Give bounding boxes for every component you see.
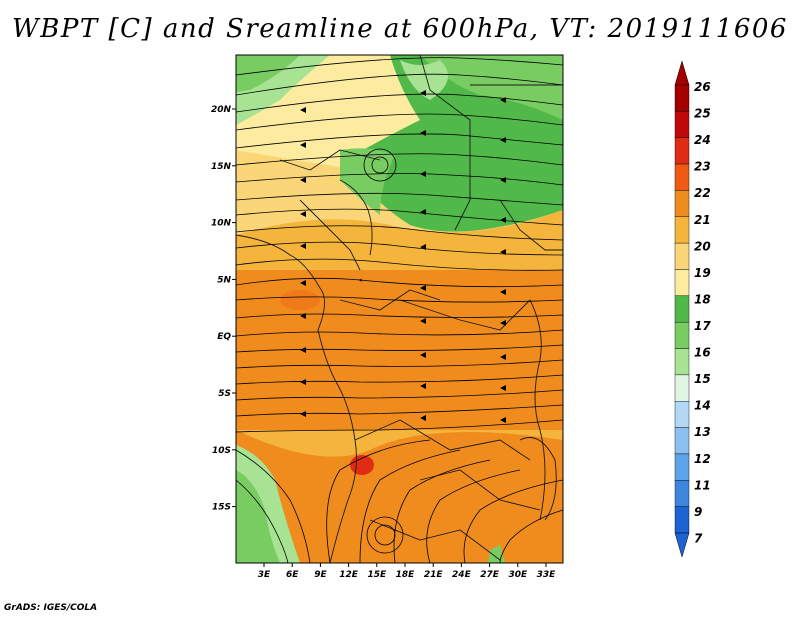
colorbar-label: 14 xyxy=(694,399,711,413)
colorbar: 26 25 24 23 22 21 20 19 18 17 16 15 14 13 12 11 9 7 xyxy=(674,60,711,558)
coastlines xyxy=(236,55,563,563)
streamline-arrows xyxy=(300,90,506,423)
lat-tick-label: 5N xyxy=(217,275,231,285)
lat-tick-label: 15S xyxy=(212,503,231,513)
lat-tick-label: 20N xyxy=(211,105,232,115)
colorbar-swatch xyxy=(674,242,690,270)
lat-tick-label: 5S xyxy=(218,389,231,399)
lon-tick-label: 30E xyxy=(508,570,528,580)
colorbar-swatch xyxy=(674,84,690,112)
longitude-axis: 3E 6E 9E 12E 15E 18E 21E 24E 27E 30E 33E xyxy=(258,563,556,580)
lat-tick-label: 15N xyxy=(211,162,232,172)
colorbar-label: 12 xyxy=(694,452,711,466)
colorbar-swatch xyxy=(674,427,690,455)
chart-title: WBPT [C] and Sreamline at 600hPa, VT: 20… xyxy=(12,14,788,44)
colorbar-swatch xyxy=(674,269,690,297)
lat-tick-label: 10N xyxy=(211,219,232,229)
lat-tick-label: EQ xyxy=(217,332,231,342)
lon-tick-label: 6E xyxy=(286,570,299,580)
colorbar-label: 22 xyxy=(694,186,711,200)
colorbar-swatch xyxy=(674,480,690,507)
lon-tick-label: 33E xyxy=(537,570,557,580)
wbpt-shading xyxy=(236,55,563,563)
lon-tick-label: 24E xyxy=(452,570,472,580)
colorbar-top-arrow xyxy=(674,60,690,86)
colorbar-label: 24 xyxy=(694,133,711,147)
colorbar-label: 18 xyxy=(694,292,711,306)
colorbar-label: 19 xyxy=(694,266,711,280)
footer-credit: GrADS: IGES/COLA xyxy=(4,603,98,613)
lon-tick-label: 3E xyxy=(258,570,271,580)
colorbar-label: 11 xyxy=(694,478,711,492)
map-frame xyxy=(235,54,564,564)
colorbar-swatch xyxy=(674,190,690,217)
lon-tick-label: 9E xyxy=(314,570,327,580)
colorbar-swatch xyxy=(674,453,690,481)
colorbar-swatch xyxy=(674,374,690,402)
colorbar-swatch xyxy=(674,216,690,244)
colorbar-label: 13 xyxy=(694,425,711,439)
colorbar-label: 16 xyxy=(694,346,711,360)
colorbar-swatch xyxy=(674,137,690,165)
lon-tick-label: 18E xyxy=(396,570,416,580)
colorbar-label: 21 xyxy=(694,213,711,227)
colorbar-label: 23 xyxy=(694,160,711,174)
colorbar-bottom-arrow xyxy=(674,532,690,558)
colorbar-label: 7 xyxy=(694,531,703,545)
colorbar-swatch xyxy=(674,348,690,376)
latitude-axis: 20N 15N 10N 5N EQ 5S 10S 15S xyxy=(211,105,236,513)
lon-tick-label: 21E xyxy=(424,570,444,580)
colorbar-swatch xyxy=(674,506,690,534)
colorbar-swatch xyxy=(674,401,690,428)
colorbar-label: 25 xyxy=(694,107,711,121)
colorbar-label: 26 xyxy=(694,80,711,94)
colorbar-swatch xyxy=(674,111,690,138)
lon-tick-label: 12E xyxy=(339,570,359,580)
colorbar-label: 20 xyxy=(694,239,711,253)
colorbar-swatch xyxy=(674,163,690,191)
colorbar-label: 9 xyxy=(694,505,702,519)
lat-tick-label: 10S xyxy=(212,446,231,456)
colorbar-swatch xyxy=(674,295,690,323)
colorbar-swatch xyxy=(674,321,690,349)
lon-tick-label: 27E xyxy=(480,570,500,580)
colorbar-label: 17 xyxy=(694,319,711,333)
streamlines xyxy=(236,57,563,563)
lon-tick-label: 15E xyxy=(367,570,387,580)
colorbar-label: 15 xyxy=(694,372,711,386)
